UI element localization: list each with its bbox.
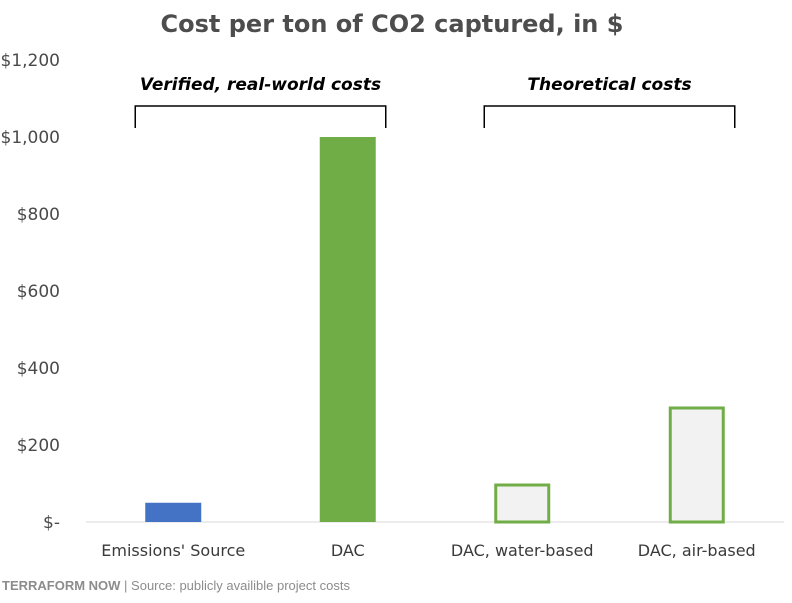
x-tick-label: DAC bbox=[331, 541, 365, 560]
bar bbox=[145, 502, 202, 522]
x-tick-label: DAC, water-based bbox=[451, 541, 594, 560]
group-brackets: Verified, real-world costs Theoretical co… bbox=[134, 75, 736, 128]
footer-source: | Source: publicly availible project cos… bbox=[120, 578, 350, 593]
chart-title: Cost per ton of CO2 captured, in $ bbox=[161, 10, 624, 38]
y-tick-label: $1,000 bbox=[1, 128, 60, 148]
y-axis: $- $200 $400 $600 $800 $1,000 $1,200 bbox=[1, 51, 60, 533]
footer-brand: TERRAFORM NOW bbox=[2, 578, 121, 593]
y-tick-label: $1,200 bbox=[1, 51, 60, 71]
bar bbox=[668, 406, 725, 524]
group-label: Theoretical costs bbox=[527, 75, 691, 95]
y-tick-label: $200 bbox=[17, 436, 60, 456]
bar-chart: Cost per ton of CO2 captured, in $ $- $20… bbox=[1, 10, 784, 560]
footer: TERRAFORM NOW | Source: publicly availib… bbox=[2, 578, 350, 593]
x-tick-label: DAC, air-based bbox=[638, 541, 756, 560]
group-label: Verified, real-world costs bbox=[140, 75, 381, 95]
x-axis: Emissions' Source DAC DAC, water-based DAC,… bbox=[101, 541, 755, 560]
y-tick-label: $- bbox=[43, 513, 60, 533]
y-tick-label: $800 bbox=[17, 205, 60, 225]
y-tick-label: $400 bbox=[17, 359, 60, 379]
group-bracket bbox=[483, 105, 736, 128]
bar bbox=[319, 137, 376, 522]
x-tick-label: Emissions' Source bbox=[101, 541, 245, 560]
group-bracket bbox=[134, 105, 387, 128]
y-tick-label: $600 bbox=[17, 282, 60, 302]
bars bbox=[145, 137, 725, 524]
bar bbox=[494, 483, 551, 524]
